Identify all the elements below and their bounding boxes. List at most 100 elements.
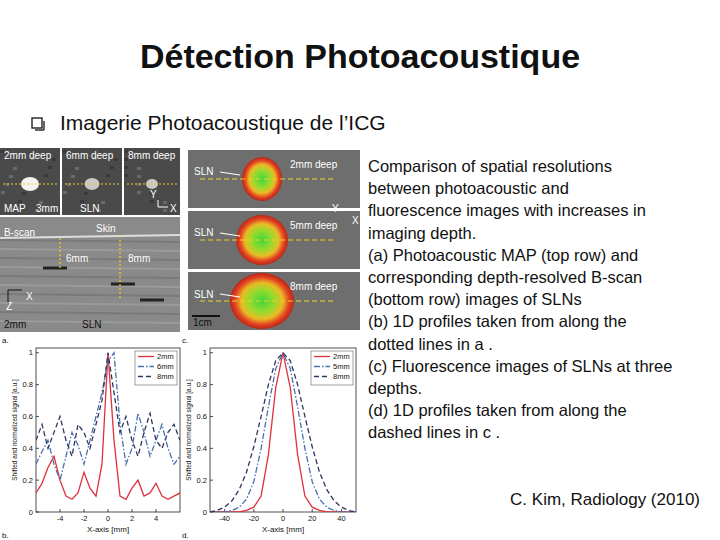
caption-line: depths. [368,379,422,397]
y-tick-label: 0.2 [197,476,207,485]
image-label: X [170,203,177,214]
y-tick-label: 1 [203,348,207,357]
x-tick [253,509,254,512]
chart: -40-200204000.20.40.60.81X-axis [mm]Shif… [185,348,356,534]
bscan-texture [0,240,180,242]
noise [163,201,167,204]
dashed-line [200,300,335,301]
noise [114,158,118,161]
image-label: 2mm deep [290,159,338,170]
bullet-text: Imagerie Photoacoustique de l’ICG [60,111,386,134]
plot-frame [210,348,356,512]
arrow [220,233,240,236]
y-axis-label: Shifted and normalized signal [a.u.] [185,379,193,481]
y-tick-label: 0.2 [23,476,33,485]
image-label: Y [150,189,157,200]
x-tick-label: -20 [248,514,259,523]
image-label: Y [332,203,339,214]
y-tick [210,352,213,353]
chart: -4-202400.20.40.60.81X-axis [mm]Shifted … [11,348,180,534]
depth-line [59,238,60,268]
y-tick-label: 0.6 [197,412,207,421]
sln-echo [111,283,135,286]
image-label: SLN [82,319,101,330]
legend-swatch [138,356,154,357]
image-label: SLN [194,289,213,300]
panel-a: 2mm deep6mm deep8mm deepMAP3mmSLNB-scanS… [0,148,180,332]
y-tick-label: 1 [29,348,33,357]
panel-letter: d. [182,531,189,540]
y-tick [36,384,39,385]
image-label: MAP [4,203,26,214]
caption-line: Comparison of spatial resolutions [368,157,612,175]
data-group [36,353,180,499]
legend: 2mm5mm8mm [311,351,353,385]
noise [22,192,26,195]
bscan-texture [0,258,180,260]
caption-line: corresponding depth-resolved B-scan [368,268,642,286]
legend-label: 2mm [333,352,350,361]
caption-line: dashed lines in c . [368,423,500,441]
series-line [36,353,180,456]
noise [110,166,114,169]
bscan-texture [0,303,180,305]
image-label: 8mm [128,253,150,264]
map-image [0,148,60,215]
series-line [36,353,180,480]
noise [124,174,128,177]
sln-echo [43,267,67,270]
x-tick [132,509,133,512]
x-tick [84,509,85,512]
image-label: SLN [80,203,99,214]
arrow [220,172,240,175]
y-tick [36,512,39,513]
fluo-image [188,211,360,269]
caption-line: (bottom row) images of SLNs [368,290,582,308]
caption-line: dotted lines in a . [368,335,493,353]
y-tick-label: 0.6 [23,412,33,421]
noise [1,191,5,194]
noise [71,175,75,178]
caption-line: fluorescence images with increases in [368,201,646,219]
y-tick-label: 0.8 [197,380,207,389]
y-tick [210,480,213,481]
dotted-line [3,183,57,184]
image-label: 2mm [4,319,26,330]
noise [101,201,105,204]
x-tick [283,509,284,512]
legend: 2mm6mm8mm [135,351,177,385]
noise [52,158,56,161]
map-image [62,148,122,215]
image-label: 1cm [193,317,212,328]
bscan-image [0,217,180,332]
x-tick-label: 20 [308,514,316,523]
slide: Détection PhotoacoustiqueImagerie Photoa… [0,0,720,540]
caption-line: (b) 1D profiles taken from along the [368,312,627,330]
fluo-image [188,150,360,208]
axis-arrow [158,207,168,208]
x-tick-label: 40 [337,514,345,523]
image-label: Skin [96,223,115,234]
caption-line: (a) Photoacoustic MAP (top row) and [368,246,638,264]
image-label: X [26,291,33,302]
noise [84,192,88,195]
noise [63,191,67,194]
plot-frame [36,348,180,512]
image-label: 2mm deep [4,150,52,161]
noise [137,167,141,170]
x-tick-label: 2 [130,514,134,523]
legend-swatch [314,366,330,367]
legend-label: 5mm [333,362,350,371]
noise [75,167,79,170]
x-tick-label: 4 [154,514,158,523]
caption-line: between photoacoustic and [368,179,569,197]
series-line [210,353,356,512]
bscan-texture [0,312,180,314]
image-label: Z [6,301,12,312]
x-tick-label: 0 [106,514,110,523]
image-label: 6mm [66,253,88,264]
panel-letter: a. [2,336,9,345]
y-tick [210,384,213,385]
legend-swatch [314,376,330,377]
x-tick-label: -2 [81,514,88,523]
